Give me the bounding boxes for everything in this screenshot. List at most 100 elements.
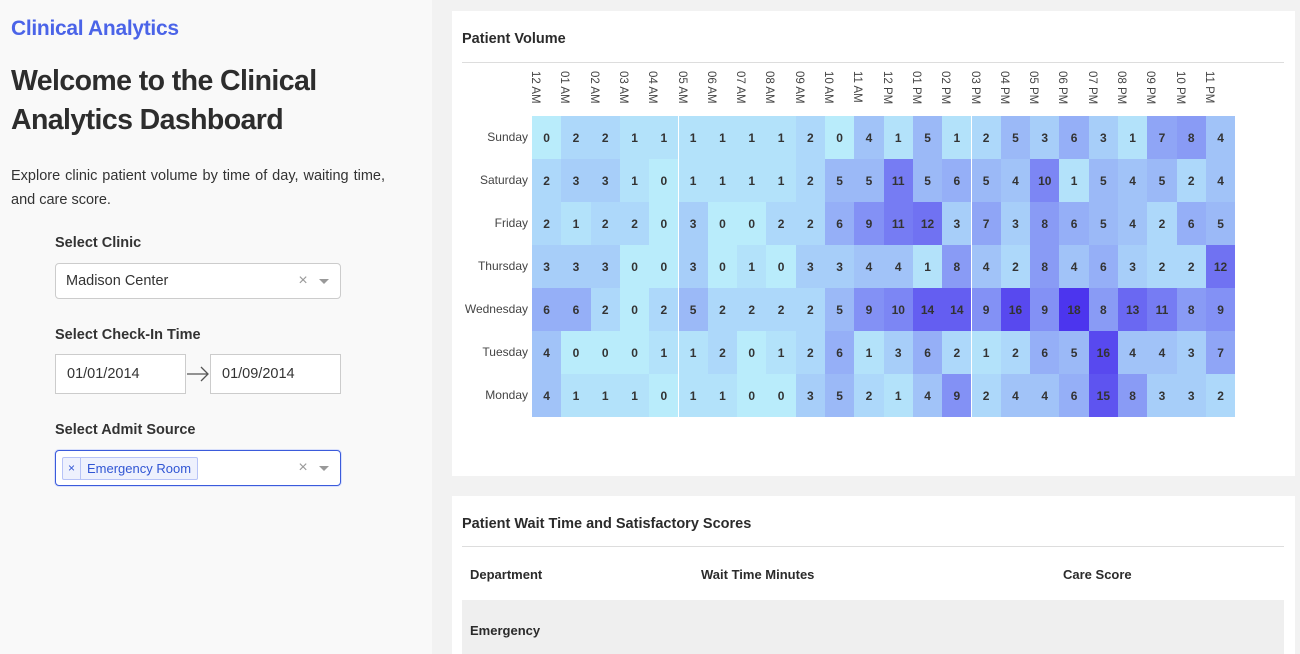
heatmap-cell[interactable]: 2 xyxy=(590,116,620,159)
heatmap-cell[interactable]: 4 xyxy=(854,116,884,159)
clinic-select[interactable]: Madison Center × xyxy=(55,263,341,299)
heatmap-cell[interactable]: 1 xyxy=(912,245,943,288)
heatmap-cell[interactable]: 2 xyxy=(971,374,1001,417)
heatmap-cell[interactable]: 3 xyxy=(678,245,708,288)
heatmap-cell[interactable]: 8 xyxy=(1030,202,1060,245)
heatmap-cell[interactable]: 2 xyxy=(854,374,884,417)
heatmap-cell[interactable]: 14 xyxy=(912,288,943,331)
heatmap-cell[interactable]: 3 xyxy=(1030,116,1060,159)
heatmap-cell[interactable]: 2 xyxy=(795,116,825,159)
heatmap-cell[interactable]: 8 xyxy=(1176,116,1206,159)
heatmap-cell[interactable]: 1 xyxy=(561,374,591,417)
start-date-input[interactable]: 01/01/2014 xyxy=(55,354,186,394)
heatmap-cell[interactable]: 3 xyxy=(1176,374,1206,417)
heatmap-cell[interactable]: 0 xyxy=(825,116,855,159)
heatmap-cell[interactable]: 4 xyxy=(1030,374,1060,417)
heatmap-cell[interactable]: 5 xyxy=(1000,116,1031,159)
heatmap-cell[interactable]: 0 xyxy=(561,331,591,374)
heatmap-cell[interactable]: 1 xyxy=(707,116,738,159)
chevron-down-icon[interactable] xyxy=(319,278,329,284)
admit-source-select[interactable]: × Emergency Room × xyxy=(55,450,341,486)
heatmap-cell[interactable]: 0 xyxy=(737,374,767,417)
heatmap-cell[interactable]: 4 xyxy=(532,331,562,374)
column-header-wait-time[interactable]: Wait Time Minutes xyxy=(701,567,815,582)
heatmap-cell[interactable]: 2 xyxy=(766,288,796,331)
heatmap-cell[interactable]: 0 xyxy=(590,331,620,374)
heatmap-cell[interactable]: 3 xyxy=(825,245,855,288)
heatmap-cell[interactable]: 0 xyxy=(649,374,679,417)
heatmap-cell[interactable]: 8 xyxy=(1088,288,1118,331)
heatmap-cell[interactable]: 1 xyxy=(619,116,650,159)
heatmap-cell[interactable]: 2 xyxy=(795,288,825,331)
heatmap-cell[interactable]: 7 xyxy=(1205,331,1236,374)
heatmap-cell[interactable]: 3 xyxy=(1176,331,1206,374)
heatmap-cell[interactable]: 12 xyxy=(1205,245,1236,288)
heatmap-cell[interactable]: 1 xyxy=(883,116,913,159)
column-header-department[interactable]: Department xyxy=(470,567,543,582)
heatmap-cell[interactable]: 4 xyxy=(1059,245,1089,288)
heatmap-cell[interactable]: 5 xyxy=(912,159,943,202)
heatmap-cell[interactable]: 15 xyxy=(1088,374,1118,417)
heatmap-cell[interactable]: 4 xyxy=(971,245,1001,288)
heatmap-cell[interactable]: 6 xyxy=(825,202,855,245)
heatmap-cell[interactable]: 6 xyxy=(912,331,943,374)
heatmap-cell[interactable]: 0 xyxy=(737,202,767,245)
heatmap-cell[interactable]: 4 xyxy=(532,374,562,417)
chip-remove-icon[interactable]: × xyxy=(63,457,81,479)
heatmap-cell[interactable]: 2 xyxy=(707,331,738,374)
heatmap-cell[interactable]: 9 xyxy=(1205,288,1236,331)
heatmap-cell[interactable]: 4 xyxy=(1000,374,1031,417)
heatmap-cell[interactable]: 4 xyxy=(1205,159,1236,202)
heatmap-cell[interactable]: 5 xyxy=(1147,159,1177,202)
heatmap-cell[interactable]: 0 xyxy=(707,245,738,288)
heatmap-cell[interactable]: 2 xyxy=(737,288,767,331)
heatmap-cell[interactable]: 1 xyxy=(678,331,708,374)
heatmap-cell[interactable]: 5 xyxy=(971,159,1001,202)
heatmap-cell[interactable]: 5 xyxy=(854,159,884,202)
heatmap-cell[interactable]: 3 xyxy=(1147,374,1177,417)
heatmap-cell[interactable]: 6 xyxy=(942,159,972,202)
heatmap-cell[interactable]: 2 xyxy=(1176,245,1206,288)
heatmap-cell[interactable]: 1 xyxy=(619,374,650,417)
heatmap-cell[interactable]: 1 xyxy=(707,159,738,202)
heatmap-cell[interactable]: 3 xyxy=(883,331,913,374)
chevron-down-icon[interactable] xyxy=(319,465,329,471)
heatmap-cell[interactable]: 10 xyxy=(883,288,913,331)
heatmap-cell[interactable]: 4 xyxy=(912,374,943,417)
heatmap-cell[interactable]: 3 xyxy=(942,202,972,245)
heatmap-cell[interactable]: 2 xyxy=(1000,245,1031,288)
heatmap-cell[interactable]: 2 xyxy=(1176,159,1206,202)
heatmap-cell[interactable]: 3 xyxy=(590,245,620,288)
heatmap-cell[interactable]: 1 xyxy=(1059,159,1089,202)
heatmap-cell[interactable]: 0 xyxy=(619,288,650,331)
heatmap-cell[interactable]: 7 xyxy=(971,202,1001,245)
end-date-input[interactable]: 01/09/2014 xyxy=(210,354,341,394)
heatmap-cell[interactable]: 8 xyxy=(1030,245,1060,288)
heatmap-cell[interactable]: 9 xyxy=(971,288,1001,331)
table-row[interactable]: Emergency xyxy=(462,600,1284,654)
heatmap-cell[interactable]: 1 xyxy=(1118,116,1148,159)
heatmap-cell[interactable]: 6 xyxy=(1059,374,1089,417)
heatmap-cell[interactable]: 14 xyxy=(942,288,972,331)
clear-icon[interactable]: × xyxy=(298,272,308,289)
heatmap-cell[interactable]: 2 xyxy=(795,159,825,202)
heatmap-cell[interactable]: 2 xyxy=(561,116,591,159)
heatmap-cell[interactable]: 4 xyxy=(1147,331,1177,374)
heatmap-cell[interactable]: 9 xyxy=(854,288,884,331)
heatmap-cell[interactable]: 2 xyxy=(1147,202,1177,245)
heatmap-cell[interactable]: 8 xyxy=(1118,374,1148,417)
heatmap-cell[interactable]: 3 xyxy=(678,202,708,245)
heatmap-cell[interactable]: 1 xyxy=(766,331,796,374)
heatmap-cell[interactable]: 1 xyxy=(678,116,708,159)
heatmap-cell[interactable]: 2 xyxy=(1205,374,1236,417)
heatmap-cell[interactable]: 1 xyxy=(707,374,738,417)
heatmap-cell[interactable]: 2 xyxy=(707,288,738,331)
heatmap-cell[interactable]: 4 xyxy=(883,245,913,288)
heatmap-cell[interactable]: 1 xyxy=(678,159,708,202)
heatmap-cell[interactable]: 0 xyxy=(649,245,679,288)
heatmap-cell[interactable]: 6 xyxy=(532,288,562,331)
heatmap-cell[interactable]: 2 xyxy=(619,202,650,245)
heatmap-cell[interactable]: 1 xyxy=(766,116,796,159)
heatmap-cell[interactable]: 0 xyxy=(766,374,796,417)
heatmap-cell[interactable]: 1 xyxy=(737,159,767,202)
